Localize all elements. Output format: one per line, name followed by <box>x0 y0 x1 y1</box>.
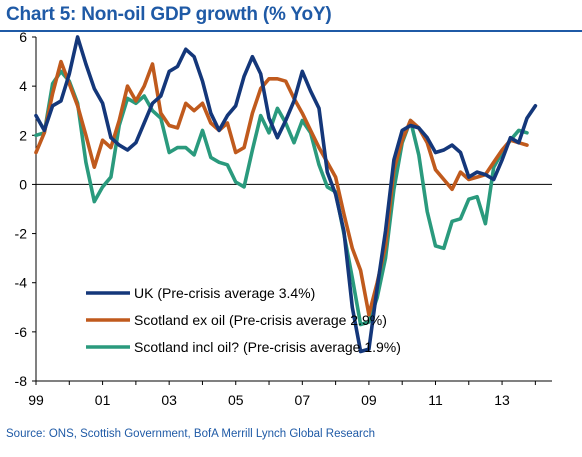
x-tick-label: 01 <box>95 392 111 408</box>
series-line-1 <box>34 59 529 317</box>
y-tick-label: -4 <box>15 275 28 291</box>
x-tick-label: 03 <box>161 392 177 408</box>
series-line-0 <box>34 35 538 354</box>
source-note: Source: ONS, Scottish Government, BofA M… <box>6 428 376 440</box>
legend-label-2: Scotland incl oil? (Pre-crisis average 1… <box>134 339 401 355</box>
x-tick-label: 13 <box>494 392 510 408</box>
x-tick-label: 05 <box>228 392 244 408</box>
x-tick-label: 07 <box>295 392 311 408</box>
series-line-2 <box>34 69 529 327</box>
y-tick-label: 2 <box>19 127 27 143</box>
x-tick-label: 11 <box>428 392 443 408</box>
y-tick-label: 0 <box>19 176 27 192</box>
y-tick-label: -6 <box>15 324 28 340</box>
y-tick-label: 4 <box>19 78 27 94</box>
legend-label-0: UK (Pre-crisis average 3.4%) <box>134 285 315 301</box>
legend-label-1: Scotland ex oil (Pre-crisis average 2.9%… <box>134 312 387 328</box>
y-tick-label: -2 <box>15 226 28 242</box>
x-tick-label: 09 <box>361 392 377 408</box>
y-tick-label: -8 <box>15 373 28 389</box>
title-divider <box>0 30 582 32</box>
x-tick-label: 99 <box>28 392 44 408</box>
y-tick-label: 6 <box>19 29 27 45</box>
chart-title: Chart 5: Non-oil GDP growth (% YoY) <box>6 4 332 25</box>
